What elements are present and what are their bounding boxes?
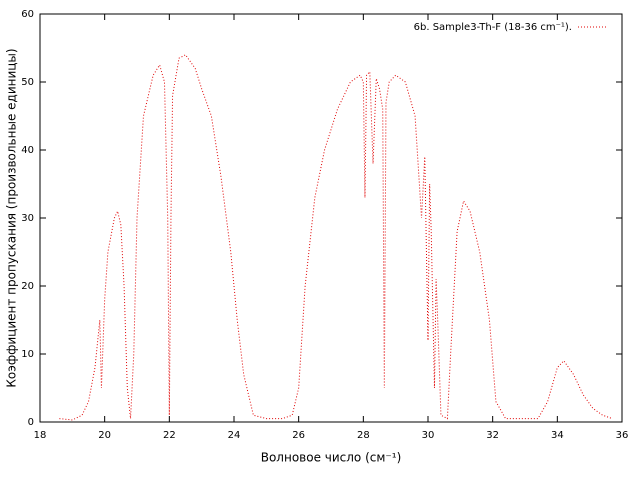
- y-tick-label: 10: [21, 349, 34, 360]
- x-tick-label: 36: [616, 430, 629, 441]
- x-tick-label: 34: [551, 430, 564, 441]
- x-tick-label: 24: [228, 430, 241, 441]
- y-axis-label: Коэффициент пропускания (произвольные ед…: [5, 48, 19, 387]
- y-tick-label: 20: [21, 281, 34, 292]
- x-axis-label: Волновое число (см⁻¹): [261, 451, 402, 465]
- y-tick-label: 0: [28, 417, 34, 428]
- x-tick-label: 18: [34, 430, 47, 441]
- x-tick-label: 20: [98, 430, 111, 441]
- x-tick-label: 30: [422, 430, 435, 441]
- data-line: [59, 54, 613, 421]
- x-tick-label: 28: [357, 430, 370, 441]
- plot-border: [39, 13, 623, 423]
- x-tick-label: 32: [486, 430, 499, 441]
- x-tick-label: 22: [163, 430, 176, 441]
- y-tick-label: 40: [21, 145, 34, 156]
- y-tick-label: 30: [21, 213, 34, 224]
- x-tick-label: 26: [292, 430, 305, 441]
- y-tick-label: 50: [21, 77, 34, 88]
- legend-label: 6b. Sample3-Th-F (18-36 cm⁻¹).: [414, 22, 572, 33]
- y-tick-label: 60: [21, 9, 34, 20]
